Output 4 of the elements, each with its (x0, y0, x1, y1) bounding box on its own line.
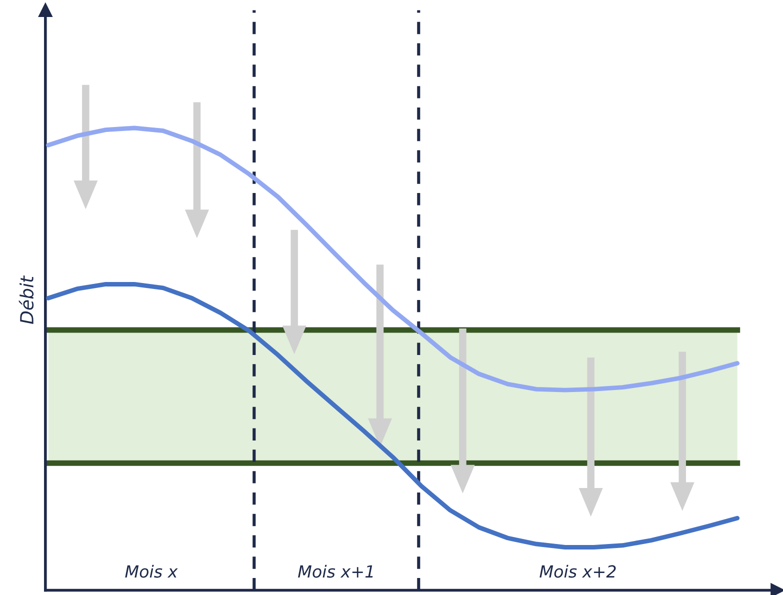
annotation: Mois x+1 (298, 564, 373, 578)
y-axis-title: Débit (18, 275, 34, 324)
annotation: Mois x+2 (540, 564, 616, 578)
annotation: Mois x (125, 564, 178, 578)
